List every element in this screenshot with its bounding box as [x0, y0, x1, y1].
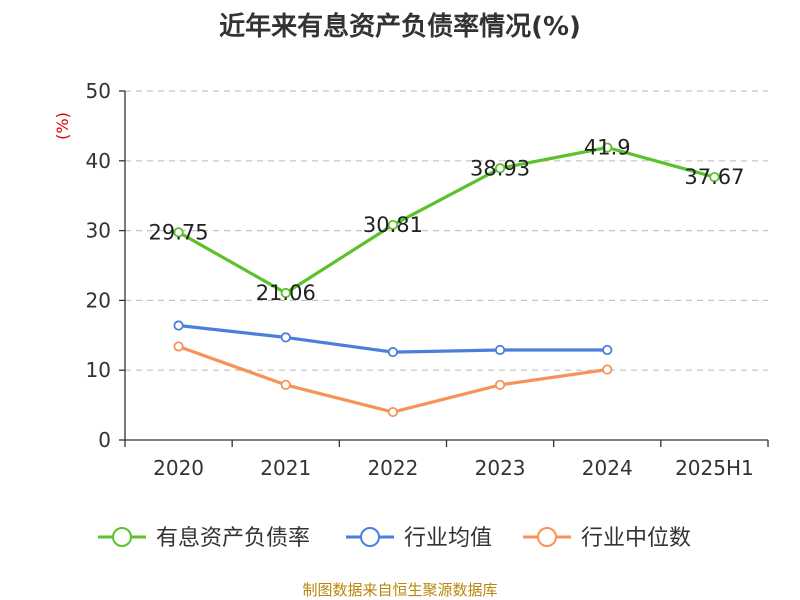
data-point — [387, 346, 399, 358]
x-tick-label: 2024 — [582, 456, 633, 480]
data-point — [602, 344, 613, 356]
axes: 0 10 20 30 40 50 (%) 2020 2021 2022 2023 2024 2025H1 — [53, 79, 769, 480]
data-label: 29.75 — [149, 220, 209, 244]
data-point — [173, 320, 184, 331]
legend-item: 行业中位数 — [523, 526, 691, 551]
data-label: 30.81 — [363, 213, 423, 237]
grid-lines — [125, 90, 768, 371]
data-point — [602, 142, 613, 153]
data-label: 21.06 — [256, 281, 316, 305]
data-point — [709, 171, 720, 183]
legend-item: 有息资产负债率 — [98, 526, 310, 551]
x-tick-label: 2020 — [153, 456, 204, 480]
y-tick-label: 10 — [86, 358, 111, 382]
data-point — [494, 163, 506, 174]
data-label: 41.9 — [584, 136, 631, 160]
x-tick-label: 2021 — [260, 456, 311, 480]
legend-marker — [537, 527, 557, 547]
data-point — [280, 332, 291, 343]
data-point — [173, 341, 184, 352]
data-point — [173, 227, 184, 238]
legend: 有息资产负债率 行业均值 行业中位数 — [98, 526, 691, 551]
y-tick-label: 50 — [86, 79, 111, 103]
series-2 — [173, 341, 613, 418]
x-tick-label: 2025H1 — [675, 456, 754, 480]
legend-label: 行业中位数 — [581, 526, 691, 551]
chart-title: 近年来有息资产负债率情况(%) — [219, 12, 581, 42]
y-axis-label: (%) — [53, 112, 72, 140]
x-tick-label: 2023 — [475, 456, 526, 480]
y-tick-label: 20 — [86, 288, 111, 312]
data-point — [387, 406, 399, 418]
x-tick-label: 2022 — [367, 456, 418, 480]
legend-item: 行业均值 — [346, 526, 492, 551]
y-tick-label: 0 — [98, 428, 111, 452]
legend-label: 行业均值 — [404, 526, 492, 551]
series-1 — [173, 320, 613, 358]
legend-label: 有息资产负债率 — [156, 526, 310, 551]
legend-marker — [360, 527, 380, 547]
data-label: 38.93 — [470, 156, 530, 180]
series-0 — [173, 142, 720, 299]
series-line — [177, 145, 715, 295]
data-label: 37.67 — [684, 165, 744, 189]
data-point — [387, 219, 399, 231]
data-point — [602, 364, 613, 375]
data-point — [280, 379, 291, 390]
legend-marker — [112, 527, 132, 547]
data-point — [494, 379, 506, 390]
data-labels: 29.75 21.06 30.81 38.93 41.9 37.67 — [149, 136, 745, 305]
data-point — [494, 344, 506, 356]
series-layer — [173, 142, 720, 418]
y-tick-label: 30 — [86, 219, 111, 243]
source-note: 制图数据来自恒生聚源数据库 — [302, 581, 498, 599]
data-point — [280, 287, 291, 299]
y-tick-label: 40 — [86, 149, 111, 173]
